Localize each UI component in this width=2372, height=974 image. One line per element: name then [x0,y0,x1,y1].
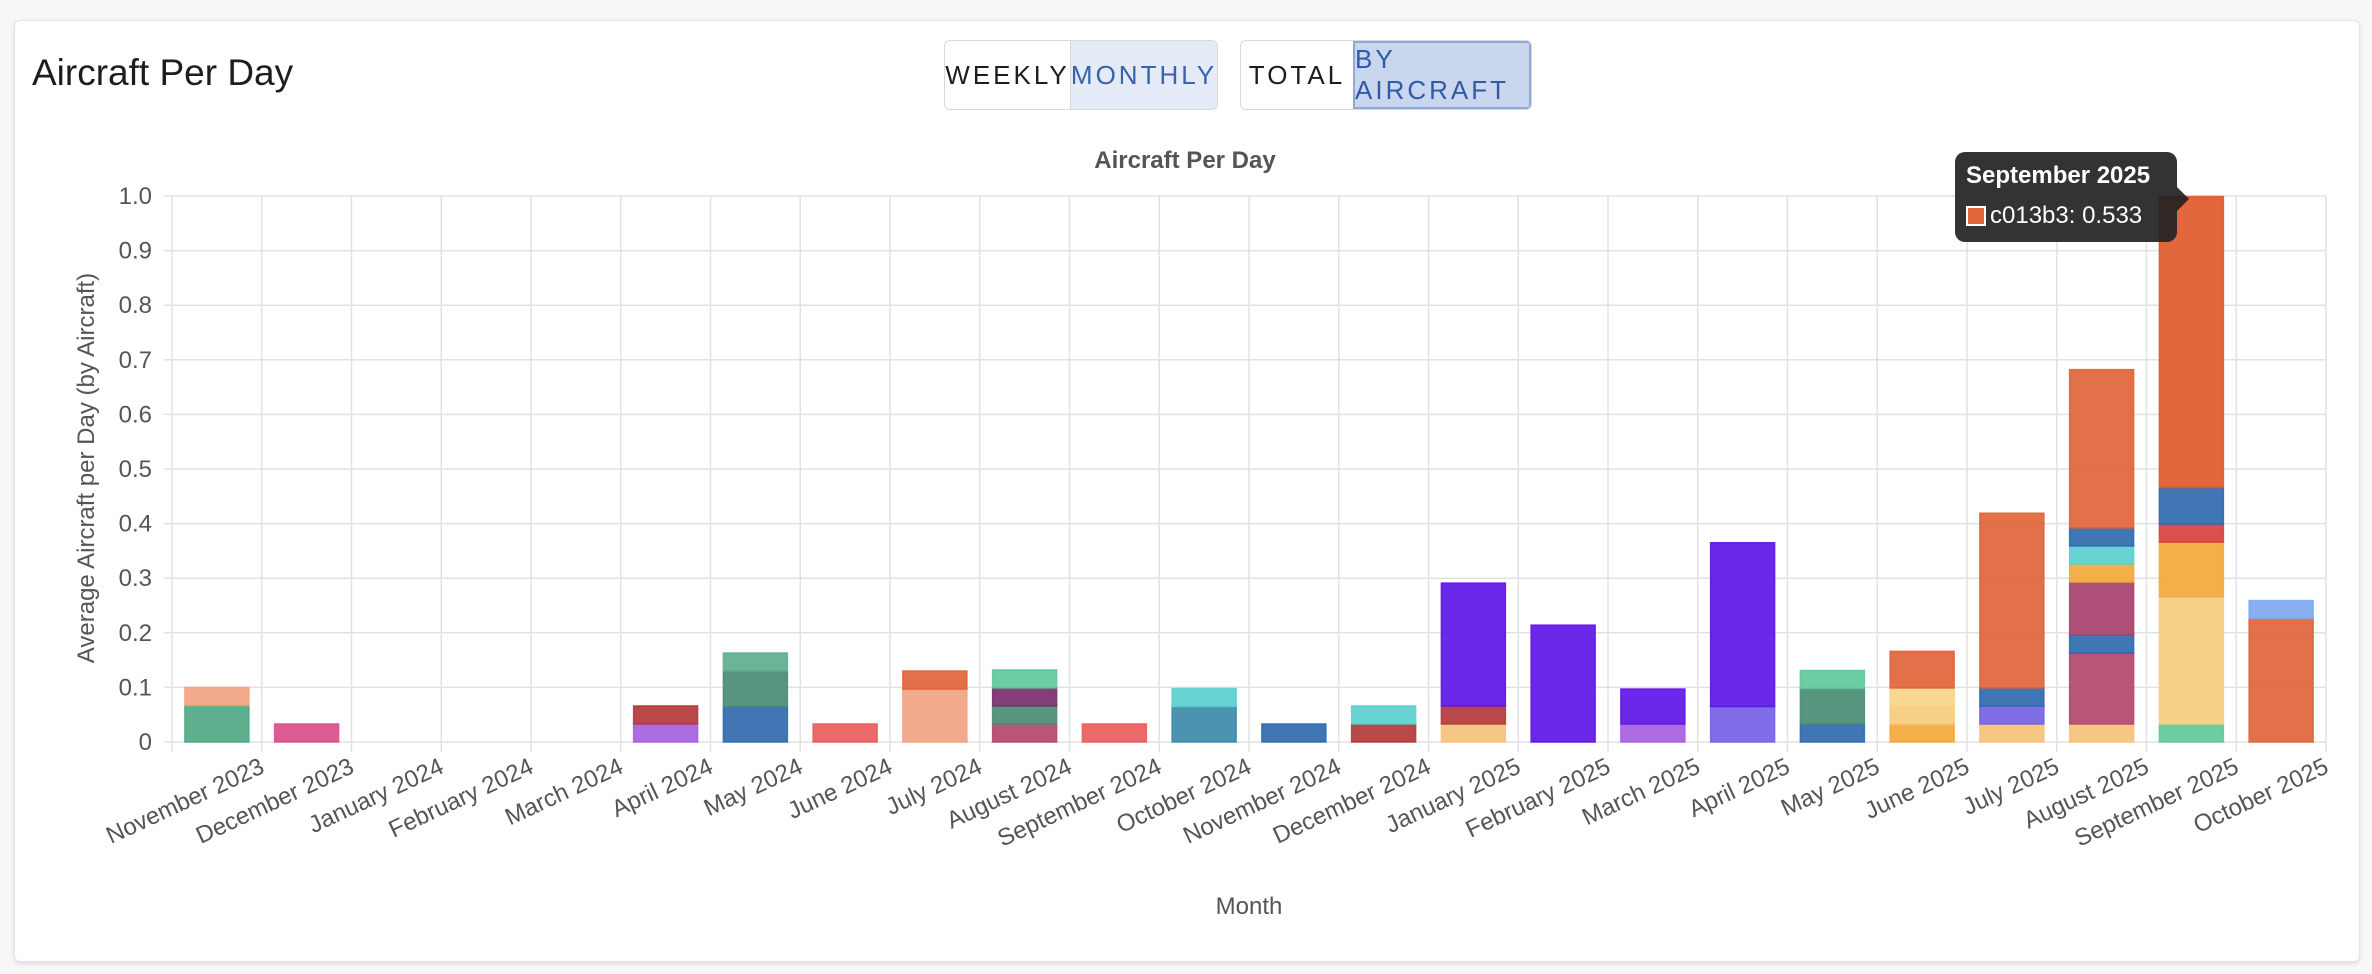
bar-segment[interactable] [2158,541,2225,598]
bar-segment[interactable] [2158,723,2225,743]
bar-segment[interactable] [1171,705,1237,743]
bar-segment[interactable] [1171,687,1237,708]
bar-segment[interactable] [1799,687,1866,725]
bar-segment[interactable] [1440,723,1507,743]
bar-segment[interactable] [1709,705,1776,743]
bar-segment[interactable] [1350,705,1417,725]
bar-segment[interactable] [991,687,1058,707]
tooltip-swatch [1966,206,1986,226]
bar-segment[interactable] [1979,723,2045,743]
chart-title: Aircraft Per Day [1094,147,1276,174]
bar-segment[interactable] [902,670,968,690]
monthly-button[interactable]: MONTHLY [1070,41,1217,109]
y-axis-ticks: 0 0.1 0.2 0.3 0.4 0.5 0.6 0.7 0.8 0.9 1.0 [119,183,152,756]
bar-segment[interactable] [1799,723,1866,743]
bar-segment[interactable] [1799,669,1866,690]
bar-segment[interactable] [1261,723,1327,743]
bar-segment[interactable] [2068,368,2135,529]
bar-segment[interactable] [2158,195,2225,489]
period-toggle: WEEKLY MONTHLY [944,40,1218,110]
x-tick-label: June 2024 [784,753,897,825]
bar-segment[interactable] [1350,723,1417,743]
x-tick-label: April 2025 [1685,753,1794,823]
total-button[interactable]: TOTAL [1248,59,1346,90]
bar-segment[interactable] [2068,545,2135,565]
bar-segment[interactable] [1530,624,1596,743]
bar-segment[interactable] [2068,723,2135,743]
bar-segment[interactable] [1889,687,1955,707]
bar-segment[interactable] [991,705,1058,725]
y-tick-label: 0.2 [119,620,152,647]
bar-segment[interactable] [2068,563,2135,583]
tooltip-title: September 2025 [1966,162,2151,189]
weekly-button[interactable]: WEEKLY [945,59,1070,90]
bar-segment[interactable] [722,670,789,708]
bar-segment[interactable] [1889,705,1955,725]
y-tick-label: 0.1 [119,674,152,701]
bar-segment[interactable] [2068,527,2135,547]
bar-segment[interactable] [632,723,699,743]
y-tick-label: 0.9 [119,238,152,265]
tooltip-row: c013b3: 0.533 [1966,202,2142,230]
bar-segment[interactable] [1979,687,2045,707]
bar-segment[interactable] [902,688,968,743]
y-axis-label: Average Aircraft per Day (by Aircraft) [73,273,100,663]
bar-segment[interactable] [2158,523,2225,543]
chart-tooltip: September 2025 c013b3: 0.533 [1955,152,2189,242]
bar-segment[interactable] [2068,581,2135,636]
y-tick-label: 0.3 [119,565,152,592]
y-tick-label: 0.6 [119,401,152,428]
bar-segment[interactable] [812,723,878,743]
x-axis-label: Month [1216,893,1283,920]
bar-segment[interactable] [1440,705,1507,725]
bar-segment[interactable] [722,705,789,743]
bar-segment[interactable] [632,705,699,725]
bar-segment[interactable] [1620,723,1686,743]
bar-segment[interactable] [1081,723,1148,743]
bars [184,195,2314,743]
bar-segment[interactable] [991,669,1058,689]
y-tick-label: 0.5 [119,456,152,483]
bar-segment[interactable] [1620,688,1686,725]
page-title: Aircraft Per Day [32,52,294,93]
bar-segment[interactable] [1440,582,1507,707]
bar-segment[interactable] [2158,486,2225,525]
bar-segment[interactable] [1889,650,1955,689]
tooltip-caret [2177,187,2189,211]
tooltip-label: c013b3: 0.533 [1990,202,2143,229]
bar-segment[interactable] [1979,512,2045,689]
by-aircraft-button[interactable]: BY AIRCRAFT [1353,41,1531,109]
bar-segment[interactable] [1709,541,1776,708]
bar-segment[interactable] [1979,705,2045,725]
y-tick-label: 0.8 [119,292,152,319]
mode-toggle: TOTAL BY AIRCRAFT [1240,40,1532,110]
bar-segment[interactable] [2068,652,2135,725]
y-tick-label: 0.7 [119,347,152,374]
bar-segment[interactable] [2248,617,2314,743]
bar-segment[interactable] [273,723,340,743]
y-tick-label: 0 [139,729,152,756]
bar-segment[interactable] [1889,723,1955,743]
bar-segment[interactable] [2158,596,2225,725]
y-tick-label: 0.4 [119,511,152,538]
x-tick-label: June 2025 [1861,753,1974,825]
y-tick-label: 1.0 [119,183,152,210]
x-tick-label: April 2024 [608,753,717,823]
bar-segment[interactable] [184,686,250,707]
bar-segment[interactable] [991,723,1058,743]
bar-segment[interactable] [722,652,789,672]
bar-segment[interactable] [184,704,250,743]
bar-segment[interactable] [2068,634,2135,654]
bar-segment[interactable] [2248,599,2314,620]
